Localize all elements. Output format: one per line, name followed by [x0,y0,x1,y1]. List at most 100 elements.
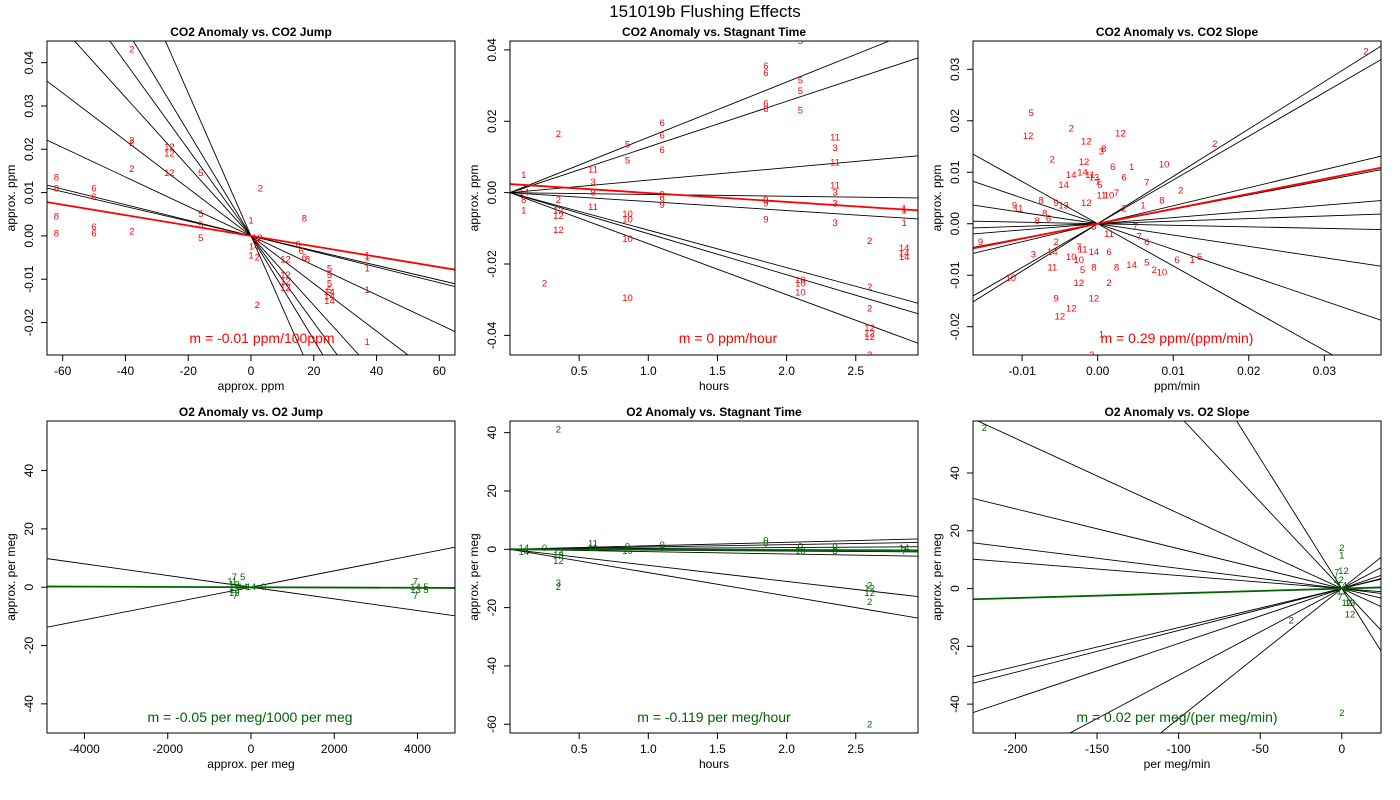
data-point-label: 1 [902,205,907,216]
data-point-label: 2 [1339,543,1344,554]
data-point-label: 10 [622,293,633,304]
x-tick-label: -200 [1003,742,1027,756]
data-point-label: 14 [899,248,910,259]
data-point-label: 10 [1073,255,1084,266]
data-point-label: 10 [1159,160,1170,171]
data-point-label: 12 [864,332,875,343]
x-tick-label: 2.5 [847,742,864,756]
fit-line [973,213,1381,229]
data-point-label: 11 [588,164,598,175]
data-point-label: 14 [1047,247,1058,258]
y-tick-label: -0.02 [485,250,499,278]
y-tick-label: 0.00 [22,224,36,248]
data-point-label: 10 [622,209,633,220]
fit-line [973,220,1381,230]
data-point-label: 1 [1129,162,1134,173]
data-point-label: 13 [1058,201,1069,212]
y-tick-label: -40 [485,657,499,675]
data-point-label: 13 [553,550,564,561]
data-point-label: 10 [795,275,806,286]
fit-line [510,192,918,344]
data-point-label: 10 [795,546,806,557]
data-point-label: 5 [1144,257,1149,268]
data-point-label: 1 [364,337,369,348]
data-point-label: 0 [763,538,768,549]
data-point-label: 0 [832,541,837,552]
fit-line [1236,421,1381,652]
x-tick-label: -0.01 [1008,364,1036,378]
y-tick-label: -0.01 [948,261,962,289]
data-point-label: 1 [248,216,253,227]
x-tick-label: -150 [1085,742,1109,756]
y-axis-label: approx. per meg [4,533,18,620]
data-point-label: 5 [198,220,203,231]
data-point-label: 2 [867,236,872,247]
panel-title: CO2 Anomaly vs. CO2 Slope [1096,25,1259,39]
data-point-label: 14 [519,543,530,554]
data-point-label: 6 [91,183,96,194]
data-point-label: 5 [327,270,332,281]
plot-frame [509,420,919,734]
data-point-label: 12 [229,585,240,596]
x-tick-label: 0.5 [571,364,588,378]
data-point-label: 3 [1099,147,1104,158]
panel-title: O2 Anomaly vs. Stagnant Time [626,405,802,419]
panel-4: O2 Anomaly vs. O2 Jump-4000 -2000 0 2000 400… [4,405,456,771]
data-point-label: 1 [248,250,253,261]
y-tick-label: 20 [948,524,962,538]
plot-frame [972,40,1382,356]
x-tick-label: 0.02 [1237,364,1261,378]
fit-line [510,192,918,199]
data-point-label: 5 [198,233,203,244]
data-point-label: 9 [978,237,983,248]
x-tick-label: -50 [1252,742,1270,756]
data-point-label: 13 [1345,598,1356,609]
fit-line [510,155,918,194]
data-point-label: 8 [54,211,59,222]
data-point-label: 6 [1121,172,1126,183]
data-point-label: 12 [553,547,564,558]
fit-line [973,574,1381,714]
data-point-label: 14 [519,188,530,199]
data-point-label: 10 [1157,268,1168,279]
x-axis-label: hours [699,757,729,771]
data-point-label: 2 [129,227,134,238]
data-point-label: 2 [556,582,561,593]
fit-line [74,41,360,355]
data-point-label: 12 [1089,293,1100,304]
fit-line [510,541,918,550]
x-tick-label: -100 [1167,742,1191,756]
data-point-label: 13 [229,588,240,599]
y-tick-label: -20 [948,637,962,655]
data-point-label: 2 [867,597,872,608]
data-point-label: 9 [1053,198,1058,209]
data-point-label: 6 [91,192,96,203]
fit-line [510,548,918,619]
y-axis-label: approx. per meg [930,533,944,620]
plot-frame [509,40,919,356]
y-tick-label: -20 [22,637,36,655]
data-point-label: 5 [327,279,332,290]
data-point-label: 3 [1031,250,1036,261]
data-point-label: 11 [1047,262,1057,273]
y-tick-label: 0.00 [485,181,499,205]
data-point-label: 13 [1337,586,1348,597]
x-tick-label: 2.5 [847,364,864,378]
data-point-label: 1 [1339,550,1344,561]
data-point-label: 7 [233,591,238,602]
data-point-label: 12 [1333,575,1344,586]
data-point-label: 8 [1159,196,1164,207]
data-point-label: 12 [1079,157,1090,168]
data-point-label: 1 [521,170,526,181]
y-tick-label: 0 [485,546,499,553]
data-point-label: 14 [324,296,335,307]
data-point-label: 2 [1050,154,1055,165]
fit-line [973,200,1381,235]
data-point-label: 6 [763,104,768,115]
data-point-label: 9 [590,188,595,199]
data-point-label: 7 [232,572,237,583]
